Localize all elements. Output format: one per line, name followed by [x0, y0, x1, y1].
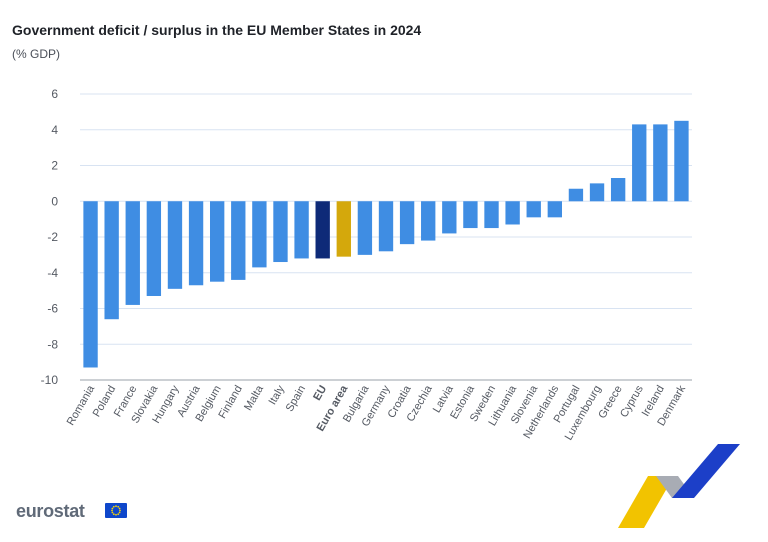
- bar-hungary[interactable]: [167, 201, 183, 289]
- x-tick-label: EU: [311, 383, 329, 402]
- bar-eu[interactable]: [315, 201, 330, 259]
- bar-sweden[interactable]: [484, 201, 499, 229]
- y-tick-label: 6: [51, 87, 58, 101]
- y-tick-label: -8: [47, 337, 58, 351]
- bar-lithuania[interactable]: [505, 201, 520, 225]
- bar-latvia[interactable]: [442, 201, 457, 234]
- chart-subtitle: (% GDP): [12, 47, 60, 61]
- bar-greece[interactable]: [610, 178, 626, 202]
- decorative-swoosh-icon: [618, 444, 740, 528]
- y-axis: 6 4 2 0 -2 -4 -6 -8 -10: [41, 87, 59, 387]
- x-axis: RomaniaPolandFranceSlovakiaHungaryAustri…: [65, 383, 689, 443]
- bar-bulgaria[interactable]: [357, 201, 373, 255]
- y-tick-label: -10: [41, 373, 59, 387]
- bar-italy[interactable]: [273, 201, 288, 263]
- bar-estonia[interactable]: [463, 201, 478, 229]
- eu-flag-icon: [105, 503, 127, 518]
- y-tick-label: 0: [51, 194, 58, 208]
- x-tick-label: Malta: [242, 383, 266, 413]
- x-tick-label: Italy: [267, 383, 288, 407]
- eurostat-logo: eurostat: [16, 501, 85, 521]
- bar-cyprus[interactable]: [632, 124, 647, 202]
- bar-belgium[interactable]: [209, 201, 225, 282]
- bar-layer: [83, 120, 689, 368]
- grid-layer: [80, 93, 692, 381]
- bar-france[interactable]: [125, 201, 140, 305]
- chart-title: Government deficit / surplus in the EU M…: [12, 22, 422, 38]
- bar-netherlands[interactable]: [547, 201, 563, 218]
- bar-luxembourg[interactable]: [589, 183, 605, 202]
- bar-finland[interactable]: [231, 201, 246, 280]
- bar-slovakia[interactable]: [146, 201, 162, 296]
- bar-denmark[interactable]: [674, 120, 689, 202]
- x-tick-label: Spain: [284, 384, 308, 414]
- bar-malta[interactable]: [252, 201, 267, 268]
- bar-austria[interactable]: [188, 201, 204, 286]
- y-tick-label: 2: [51, 159, 58, 173]
- y-tick-label: -4: [47, 266, 58, 280]
- y-tick-label: -2: [47, 230, 58, 244]
- y-tick-label: -6: [47, 302, 58, 316]
- bar-portugal[interactable]: [568, 188, 584, 202]
- bar-czechia[interactable]: [421, 201, 436, 241]
- bar-romania[interactable]: [83, 201, 98, 368]
- bar-slovenia[interactable]: [526, 201, 541, 218]
- y-tick-label: 4: [51, 123, 58, 137]
- bar-ireland[interactable]: [653, 124, 668, 202]
- bar-euro-area[interactable]: [336, 201, 351, 257]
- x-tick-label: Romania: [65, 383, 98, 428]
- bar-poland[interactable]: [104, 201, 119, 320]
- bar-croatia[interactable]: [399, 201, 415, 245]
- bar-germany[interactable]: [378, 201, 394, 252]
- bar-spain[interactable]: [294, 201, 309, 259]
